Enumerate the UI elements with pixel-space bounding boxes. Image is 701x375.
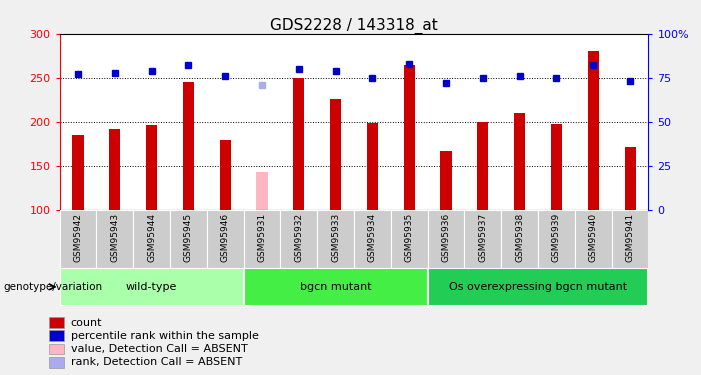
Bar xyxy=(48,357,64,368)
Bar xyxy=(48,317,64,328)
Text: rank, Detection Call = ABSENT: rank, Detection Call = ABSENT xyxy=(71,357,242,367)
Bar xyxy=(244,268,428,306)
Bar xyxy=(48,344,64,354)
Text: GSM95940: GSM95940 xyxy=(589,213,598,262)
Text: GSM95936: GSM95936 xyxy=(442,213,451,262)
Text: GSM95945: GSM95945 xyxy=(184,213,193,262)
Bar xyxy=(60,268,244,306)
Bar xyxy=(428,268,648,306)
Bar xyxy=(551,124,562,210)
Text: GSM95938: GSM95938 xyxy=(515,213,524,262)
Text: GSM95943: GSM95943 xyxy=(110,213,119,262)
Text: GSM95939: GSM95939 xyxy=(552,213,561,262)
Bar xyxy=(367,123,378,210)
Bar xyxy=(293,78,304,210)
Bar xyxy=(60,210,96,268)
Bar xyxy=(317,210,354,268)
Bar xyxy=(354,210,391,268)
Bar xyxy=(183,82,194,210)
Bar xyxy=(330,99,341,210)
Bar xyxy=(109,129,121,210)
Text: GSM95932: GSM95932 xyxy=(294,213,304,262)
Bar xyxy=(219,140,231,210)
Bar xyxy=(146,125,157,210)
Text: bgcn mutant: bgcn mutant xyxy=(300,282,372,292)
Text: GSM95937: GSM95937 xyxy=(478,213,487,262)
Bar xyxy=(575,210,612,268)
Text: count: count xyxy=(71,318,102,328)
Bar xyxy=(72,135,83,210)
Text: GSM95934: GSM95934 xyxy=(368,213,377,262)
Bar xyxy=(207,210,244,268)
Bar xyxy=(97,210,133,268)
Bar xyxy=(133,210,170,268)
Bar xyxy=(501,210,538,268)
Text: GSM95941: GSM95941 xyxy=(625,213,634,262)
Text: GSM95931: GSM95931 xyxy=(257,213,266,262)
Bar xyxy=(538,210,575,268)
Bar xyxy=(477,122,489,210)
Text: GSM95933: GSM95933 xyxy=(331,213,340,262)
Bar xyxy=(587,51,599,210)
Bar xyxy=(48,330,64,341)
Bar xyxy=(257,172,268,210)
Text: GSM95944: GSM95944 xyxy=(147,213,156,262)
Bar xyxy=(244,210,280,268)
Title: GDS2228 / 143318_at: GDS2228 / 143318_at xyxy=(270,18,438,34)
Bar xyxy=(428,210,465,268)
Text: wild-type: wild-type xyxy=(126,282,177,292)
Text: GSM95942: GSM95942 xyxy=(74,213,83,262)
Text: Os overexpressing bgcn mutant: Os overexpressing bgcn mutant xyxy=(449,282,627,292)
Bar xyxy=(625,147,636,210)
Bar xyxy=(170,210,207,268)
Bar xyxy=(465,210,501,268)
Bar xyxy=(440,151,451,210)
Bar xyxy=(391,210,428,268)
Bar xyxy=(612,210,648,268)
Bar xyxy=(404,64,415,210)
Text: genotype/variation: genotype/variation xyxy=(4,282,102,292)
Text: value, Detection Call = ABSENT: value, Detection Call = ABSENT xyxy=(71,344,247,354)
Text: GSM95946: GSM95946 xyxy=(221,213,230,262)
Bar xyxy=(280,210,318,268)
Text: GSM95935: GSM95935 xyxy=(404,213,414,262)
Text: percentile rank within the sample: percentile rank within the sample xyxy=(71,331,259,341)
Bar xyxy=(514,113,525,210)
